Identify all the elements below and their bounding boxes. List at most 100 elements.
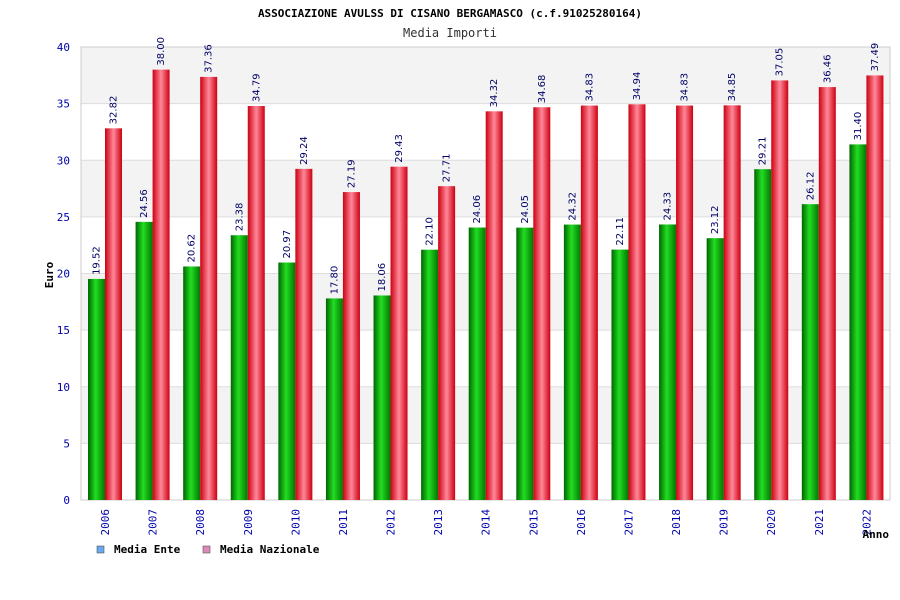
bar-media-ente: [183, 266, 201, 500]
x-tick-label: 2017: [622, 509, 635, 536]
data-label: 18.06: [377, 263, 388, 292]
data-label: 20.97: [282, 230, 293, 259]
chart-subtitle: Media Importi: [403, 26, 497, 40]
data-label: 24.32: [567, 192, 578, 221]
y-tick-label: 20: [57, 268, 70, 281]
bar-media-nazionale: [295, 168, 313, 500]
y-tick-label: 0: [63, 494, 70, 507]
data-label: 32.82: [109, 96, 120, 125]
data-label: 37.49: [870, 43, 881, 72]
x-tick-label: 2018: [670, 509, 683, 536]
x-tick-label: 2014: [480, 509, 493, 536]
bar-media-nazionale: [628, 104, 646, 500]
x-tick-label: 2008: [194, 509, 207, 536]
bars-group: [88, 69, 884, 501]
chart-title: ASSOCIAZIONE AVULSS DI CISANO BERGAMASCO…: [258, 7, 642, 20]
x-tick-label: 2013: [432, 509, 445, 536]
legend-swatch: [96, 545, 105, 554]
data-label: 26.12: [805, 172, 816, 201]
data-label: 34.83: [680, 73, 691, 102]
data-label: 24.05: [520, 195, 531, 224]
y-tick-label: 5: [63, 437, 70, 450]
bar-media-nazionale: [676, 105, 694, 501]
x-tick-label: 2007: [147, 509, 160, 536]
bar-media-nazionale: [152, 69, 170, 501]
data-label: 31.40: [853, 112, 864, 141]
bar-media-nazionale: [438, 186, 456, 500]
y-axis-label: Euro: [43, 261, 56, 288]
x-tick-label: 2010: [289, 509, 302, 536]
x-tick-label: 2019: [718, 509, 731, 536]
bar-media-ente: [706, 238, 724, 500]
data-label: 34.68: [537, 75, 548, 104]
x-tick-label: 2022: [860, 509, 873, 536]
x-axis-ticks: 2006 2007 2008 2009 2010 2011 2012 2013 2014 2015…: [99, 509, 873, 536]
bar-media-ente: [849, 144, 867, 500]
data-label: 27.71: [442, 154, 453, 183]
bar-media-ente: [801, 204, 819, 501]
data-label: 34.85: [727, 73, 738, 102]
x-tick-label: 2006: [99, 509, 112, 536]
bar-media-ente: [325, 298, 343, 500]
data-labels-group: 19.52 32.82 24.56 38.00 20.62 37.36 23.38 34.79…: [92, 37, 881, 294]
legend-label: Media Nazionale: [220, 543, 320, 556]
data-label: 29.21: [758, 137, 769, 166]
data-label: 29.43: [394, 134, 405, 163]
data-label: 22.11: [615, 217, 626, 246]
bar-media-nazionale: [342, 192, 360, 501]
y-axis-ticks: 0 5 10 15 20 25 30 35 40: [57, 41, 70, 507]
bar-media-nazionale: [771, 80, 789, 500]
data-label: 23.12: [710, 206, 721, 235]
data-label: 37.36: [204, 44, 215, 73]
bar-media-ente: [516, 227, 534, 501]
bar-media-nazionale: [723, 105, 741, 500]
data-label: 24.33: [663, 192, 674, 221]
bar-media-ente: [611, 249, 629, 500]
data-label: 24.06: [472, 195, 483, 224]
bar-media-nazionale: [485, 111, 503, 501]
bar-media-nazionale: [818, 87, 836, 500]
bar-media-ente: [278, 262, 296, 500]
bar-media-nazionale: [533, 107, 551, 501]
data-label: 19.52: [92, 246, 103, 275]
y-tick-label: 10: [57, 381, 70, 394]
bar-media-ente: [563, 224, 581, 501]
y-tick-label: 25: [57, 211, 70, 224]
data-label: 34.94: [632, 72, 643, 101]
y-tick-label: 30: [57, 154, 70, 167]
bar-media-ente: [754, 169, 772, 500]
bar-media-nazionale: [200, 76, 218, 500]
bar-media-ente: [135, 221, 153, 500]
data-label: 38.00: [156, 37, 167, 66]
y-tick-label: 40: [57, 41, 70, 54]
legend-swatch: [202, 545, 211, 554]
bar-media-ente: [230, 235, 248, 500]
bar-media-nazionale: [390, 166, 408, 500]
x-tick-label: 2015: [527, 509, 540, 536]
data-label: 36.46: [822, 54, 833, 83]
bar-media-ente: [373, 295, 391, 500]
data-label: 34.83: [584, 73, 595, 102]
data-label: 22.10: [425, 217, 436, 246]
bar-media-nazionale: [247, 106, 265, 501]
x-tick-label: 2011: [337, 509, 350, 536]
x-tick-label: 2012: [385, 509, 398, 536]
data-label: 20.62: [187, 234, 198, 263]
bar-media-nazionale: [105, 128, 122, 500]
y-tick-label: 15: [57, 324, 70, 337]
data-label: 27.19: [346, 159, 357, 188]
bar-media-nazionale: [866, 75, 884, 500]
data-label: 34.79: [251, 73, 262, 102]
data-label: 23.38: [234, 203, 245, 232]
bar-media-ente: [468, 227, 486, 500]
data-label: 24.56: [139, 189, 150, 218]
x-tick-label: 2021: [813, 509, 826, 536]
bar-media-ente: [659, 224, 677, 500]
data-label: 34.32: [489, 79, 500, 108]
bar-media-ente: [421, 249, 439, 500]
legend-label: Media Ente: [114, 543, 181, 556]
x-tick-label: 2009: [242, 509, 255, 536]
y-tick-label: 35: [57, 98, 70, 111]
x-tick-label: 2016: [575, 509, 588, 536]
